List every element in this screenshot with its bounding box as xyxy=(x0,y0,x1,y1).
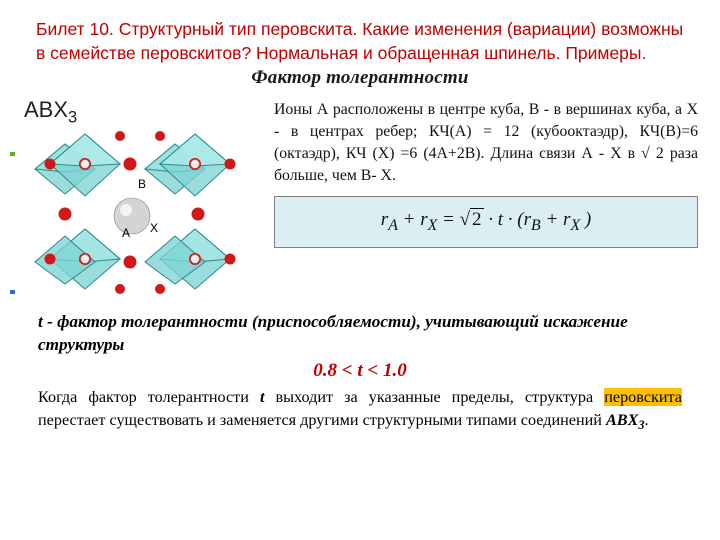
tolerance-range: 0.8 < t < 1.0 xyxy=(0,356,720,384)
bp-abx: ABX3 xyxy=(606,411,644,429)
tolerance-desc: t - фактор толерантности (приспособляемо… xyxy=(0,304,720,356)
eq-eq: = xyxy=(437,209,459,230)
bottom-paragraph: Когда фактор толерантности t выходит за … xyxy=(0,384,720,434)
bp-tail: . xyxy=(644,411,648,429)
formula-main: ABX xyxy=(24,97,68,122)
description-paragraph: Ионы А расположены в центре куба, В - в … xyxy=(274,99,698,186)
ticket-header: Билет 10. Структурный тип перовскита. Ка… xyxy=(0,0,720,69)
perovskite-structure: A B X xyxy=(10,124,250,304)
eq-close: ) xyxy=(580,209,591,230)
structure-svg: A B X xyxy=(10,124,250,304)
subtitle: Фактор толерантности xyxy=(0,69,720,91)
middle-row: ABX3 xyxy=(0,91,720,303)
t-range-text: 0.8 < t < 1.0 xyxy=(313,360,406,381)
label-X: X xyxy=(150,221,158,235)
label-B: B xyxy=(138,177,146,191)
bp-highlight: перовскита xyxy=(604,388,682,406)
t-desc-text: t - фактор толерантности (приспособляемо… xyxy=(38,312,628,354)
bp-pre: Когда фактор толерантности xyxy=(38,388,260,406)
formula-label: ABX3 xyxy=(10,93,270,127)
eq-plus1: + xyxy=(398,209,420,230)
eq-plus2: + xyxy=(541,209,563,230)
label-A: A xyxy=(122,226,130,240)
bp-mid2: перестает существовать и заменяется друг… xyxy=(38,411,606,429)
subtitle-text: Фактор толерантности xyxy=(251,69,468,89)
eq-mid: · t · ( xyxy=(484,209,524,230)
eq-rA: rA xyxy=(381,209,398,230)
header-text: Билет 10. Структурный тип перовскита. Ка… xyxy=(36,19,683,63)
eq-rB: rB xyxy=(524,209,541,230)
eq-rX: rX xyxy=(420,209,437,230)
right-column: Ионы А расположены в центре куба, В - в … xyxy=(270,93,710,303)
sqrt-symbol: √2 xyxy=(460,209,484,230)
left-column: ABX3 xyxy=(10,93,270,303)
equation-box: rA + rX = √2 · t · (rB + rX ) xyxy=(274,196,698,248)
eq-rX2: rX xyxy=(563,209,580,230)
bp-mid1: выходит за указанные пределы, структура xyxy=(264,388,604,406)
